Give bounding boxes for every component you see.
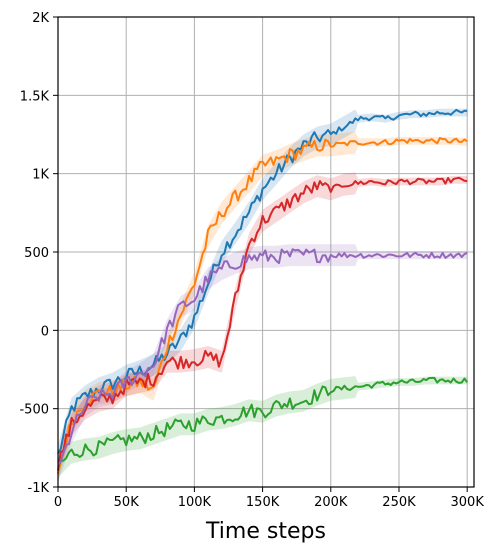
series-line	[57, 376, 469, 468]
x-axis-label: Time steps	[205, 519, 326, 544]
y-tick-label: 0	[41, 324, 49, 339]
series-lines	[57, 108, 469, 475]
x-tick-label: 150K	[246, 495, 280, 510]
series-line	[57, 137, 468, 475]
x-tick-label: 200K	[314, 495, 348, 510]
x-tick-label: 0	[54, 495, 62, 510]
y-tick-label: 1K	[32, 168, 49, 183]
y-tick-label: 2K	[32, 11, 49, 26]
y-tick-label: 500	[24, 246, 49, 261]
y-axis-ticks: -1K -500 0 500 1K 1.5K 2K	[19, 11, 58, 496]
y-tick-label: -500	[19, 403, 49, 418]
x-axis-ticks: 0 50K 100K 150K 200K 250K 300K	[54, 487, 484, 510]
y-tick-label: -1K	[28, 481, 50, 496]
series-band	[58, 244, 468, 483]
y-tick-label: 1.5K	[20, 89, 50, 104]
x-tick-label: 50K	[114, 495, 140, 510]
series-line	[57, 248, 468, 466]
series-bands	[58, 108, 468, 483]
x-tick-label: 100K	[178, 495, 212, 510]
x-tick-label: 250K	[382, 495, 416, 510]
x-tick-label: 300K	[451, 495, 485, 510]
series-band	[58, 108, 468, 467]
